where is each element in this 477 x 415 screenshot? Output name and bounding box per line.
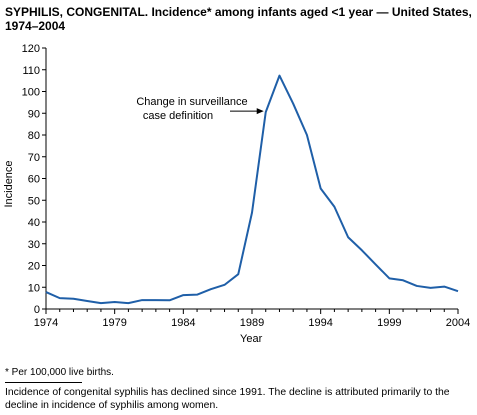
footnote: * Per 100,000 live births. [5,367,114,378]
series-line [45,74,459,305]
x-tick-label: 1999 [377,317,401,329]
annotation-line2: case definition [143,110,213,122]
x-tick-label: 1989 [240,317,264,329]
x-tick-label: 1984 [171,317,195,329]
y-tick-label: 10 [28,282,40,294]
y-tick-label: 60 [28,174,40,186]
y-tick-label: 50 [28,195,40,207]
y-tick-label: 70 [28,152,40,164]
x-tick-label: 1979 [102,317,126,329]
summary-text: Incidence of congenital syphilis has dec… [5,387,450,411]
y-tick-label: 80 [28,130,40,142]
x-axis-label: Year [240,333,263,345]
y-tick-label: 40 [28,217,40,229]
annotation-arrowhead [256,108,264,115]
y-tick-label: 100 [22,87,40,99]
chart-title-lead: SYPHILIS, CONGENITAL. [5,5,149,19]
y-tick-label: 30 [28,239,40,251]
annotation-line1: Change in surveillance [136,96,247,108]
x-tick-label: 1974 [34,317,58,329]
y-tick-label: 120 [22,43,40,55]
y-tick-label: 110 [22,65,40,77]
chart-title: SYPHILIS, CONGENITAL. Incidence* among i… [5,5,473,33]
y-tick-label: 20 [28,261,40,273]
x-tick-label: 1994 [308,317,332,329]
y-tick-label: 90 [28,108,40,120]
chart-title-rest: Incidence* among infants aged <1 year — … [5,5,472,33]
x-tick-label: 2004 [446,317,470,329]
y-tick-label: 0 [34,304,40,316]
y-axis-label: Incidence [3,160,15,208]
line-chart: 0 10 20 30 40 50 60 70 80 90 100 110 120 1974 1979 1984… [22,43,471,329]
footnote-divider [5,382,82,383]
